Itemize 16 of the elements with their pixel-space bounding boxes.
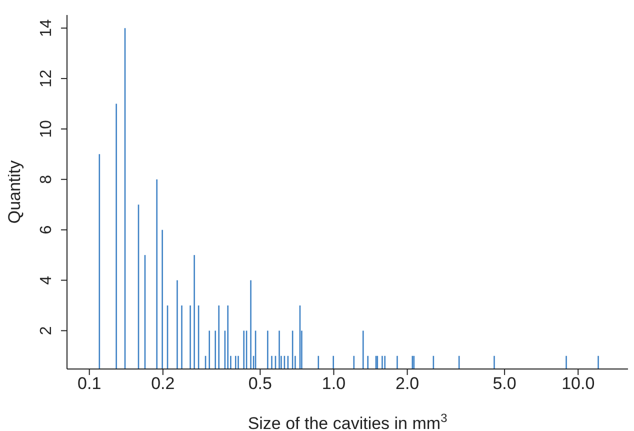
y-tick-label: 2 (38, 326, 55, 336)
y-tick-label: 14 (38, 19, 55, 38)
y-tick-label: 8 (38, 174, 55, 184)
x-tick-label: 10.0 (562, 374, 595, 394)
x-tick-label: 0.1 (78, 374, 102, 394)
x-tick-label: 2.0 (395, 374, 420, 394)
y-tick-label: 12 (38, 70, 55, 88)
y-axis-title: Quantity (5, 160, 24, 224)
x-tick-label: 0.5 (248, 374, 272, 394)
x-tick-label: 5.0 (492, 374, 516, 394)
y-tick-label: 6 (38, 225, 55, 234)
x-tick-label: 0.2 (151, 374, 175, 394)
x-tick-label: 1.0 (322, 374, 346, 394)
y-tick-label: 4 (38, 276, 55, 285)
y-tick-label: 10 (38, 120, 55, 138)
x-axis-title: Size of the cavities in mm$^{3}$ (248, 411, 448, 431)
